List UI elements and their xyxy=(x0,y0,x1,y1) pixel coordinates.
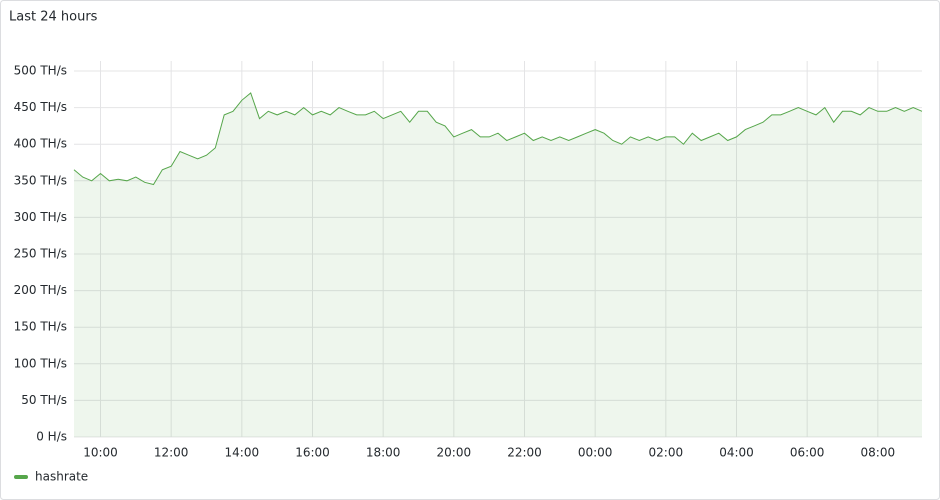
x-tick-label: 10:00 xyxy=(83,446,118,460)
y-tick-label: 150 TH/s xyxy=(14,320,67,334)
x-tick-label: 22:00 xyxy=(507,446,542,460)
x-tick-label: 06:00 xyxy=(790,446,825,460)
y-tick-label: 250 TH/s xyxy=(14,247,67,261)
y-tick-label: 450 TH/s xyxy=(14,100,67,114)
series-line xyxy=(73,92,923,186)
x-tick-label: 08:00 xyxy=(861,446,896,460)
panel-title: Last 24 hours xyxy=(9,10,98,25)
y-tick-label: 500 TH/s xyxy=(14,64,67,78)
x-tick-label: 04:00 xyxy=(719,446,754,460)
y-tick-label: 300 TH/s xyxy=(14,210,67,224)
y-tick-label: 50 TH/s xyxy=(21,393,67,407)
y-tick-label: 350 TH/s xyxy=(14,173,67,187)
y-tick-label: 400 TH/s xyxy=(14,137,67,151)
y-tick-label: 0 H/s xyxy=(36,430,67,444)
x-tick-label: 20:00 xyxy=(437,446,472,460)
x-tick-label: 18:00 xyxy=(366,446,401,460)
area xyxy=(74,93,922,437)
x-tick-label: 00:00 xyxy=(578,446,613,460)
x-tick-label: 12:00 xyxy=(154,446,189,460)
x-tick-label: 16:00 xyxy=(295,446,330,460)
legend-label: hashrate xyxy=(35,470,88,484)
y-tick-label: 200 TH/s xyxy=(14,283,67,297)
y-tick-label: 100 TH/s xyxy=(14,356,67,370)
legend-swatch xyxy=(14,475,28,479)
x-tick-label: 14:00 xyxy=(225,446,260,460)
x-tick-label: 02:00 xyxy=(649,446,684,460)
